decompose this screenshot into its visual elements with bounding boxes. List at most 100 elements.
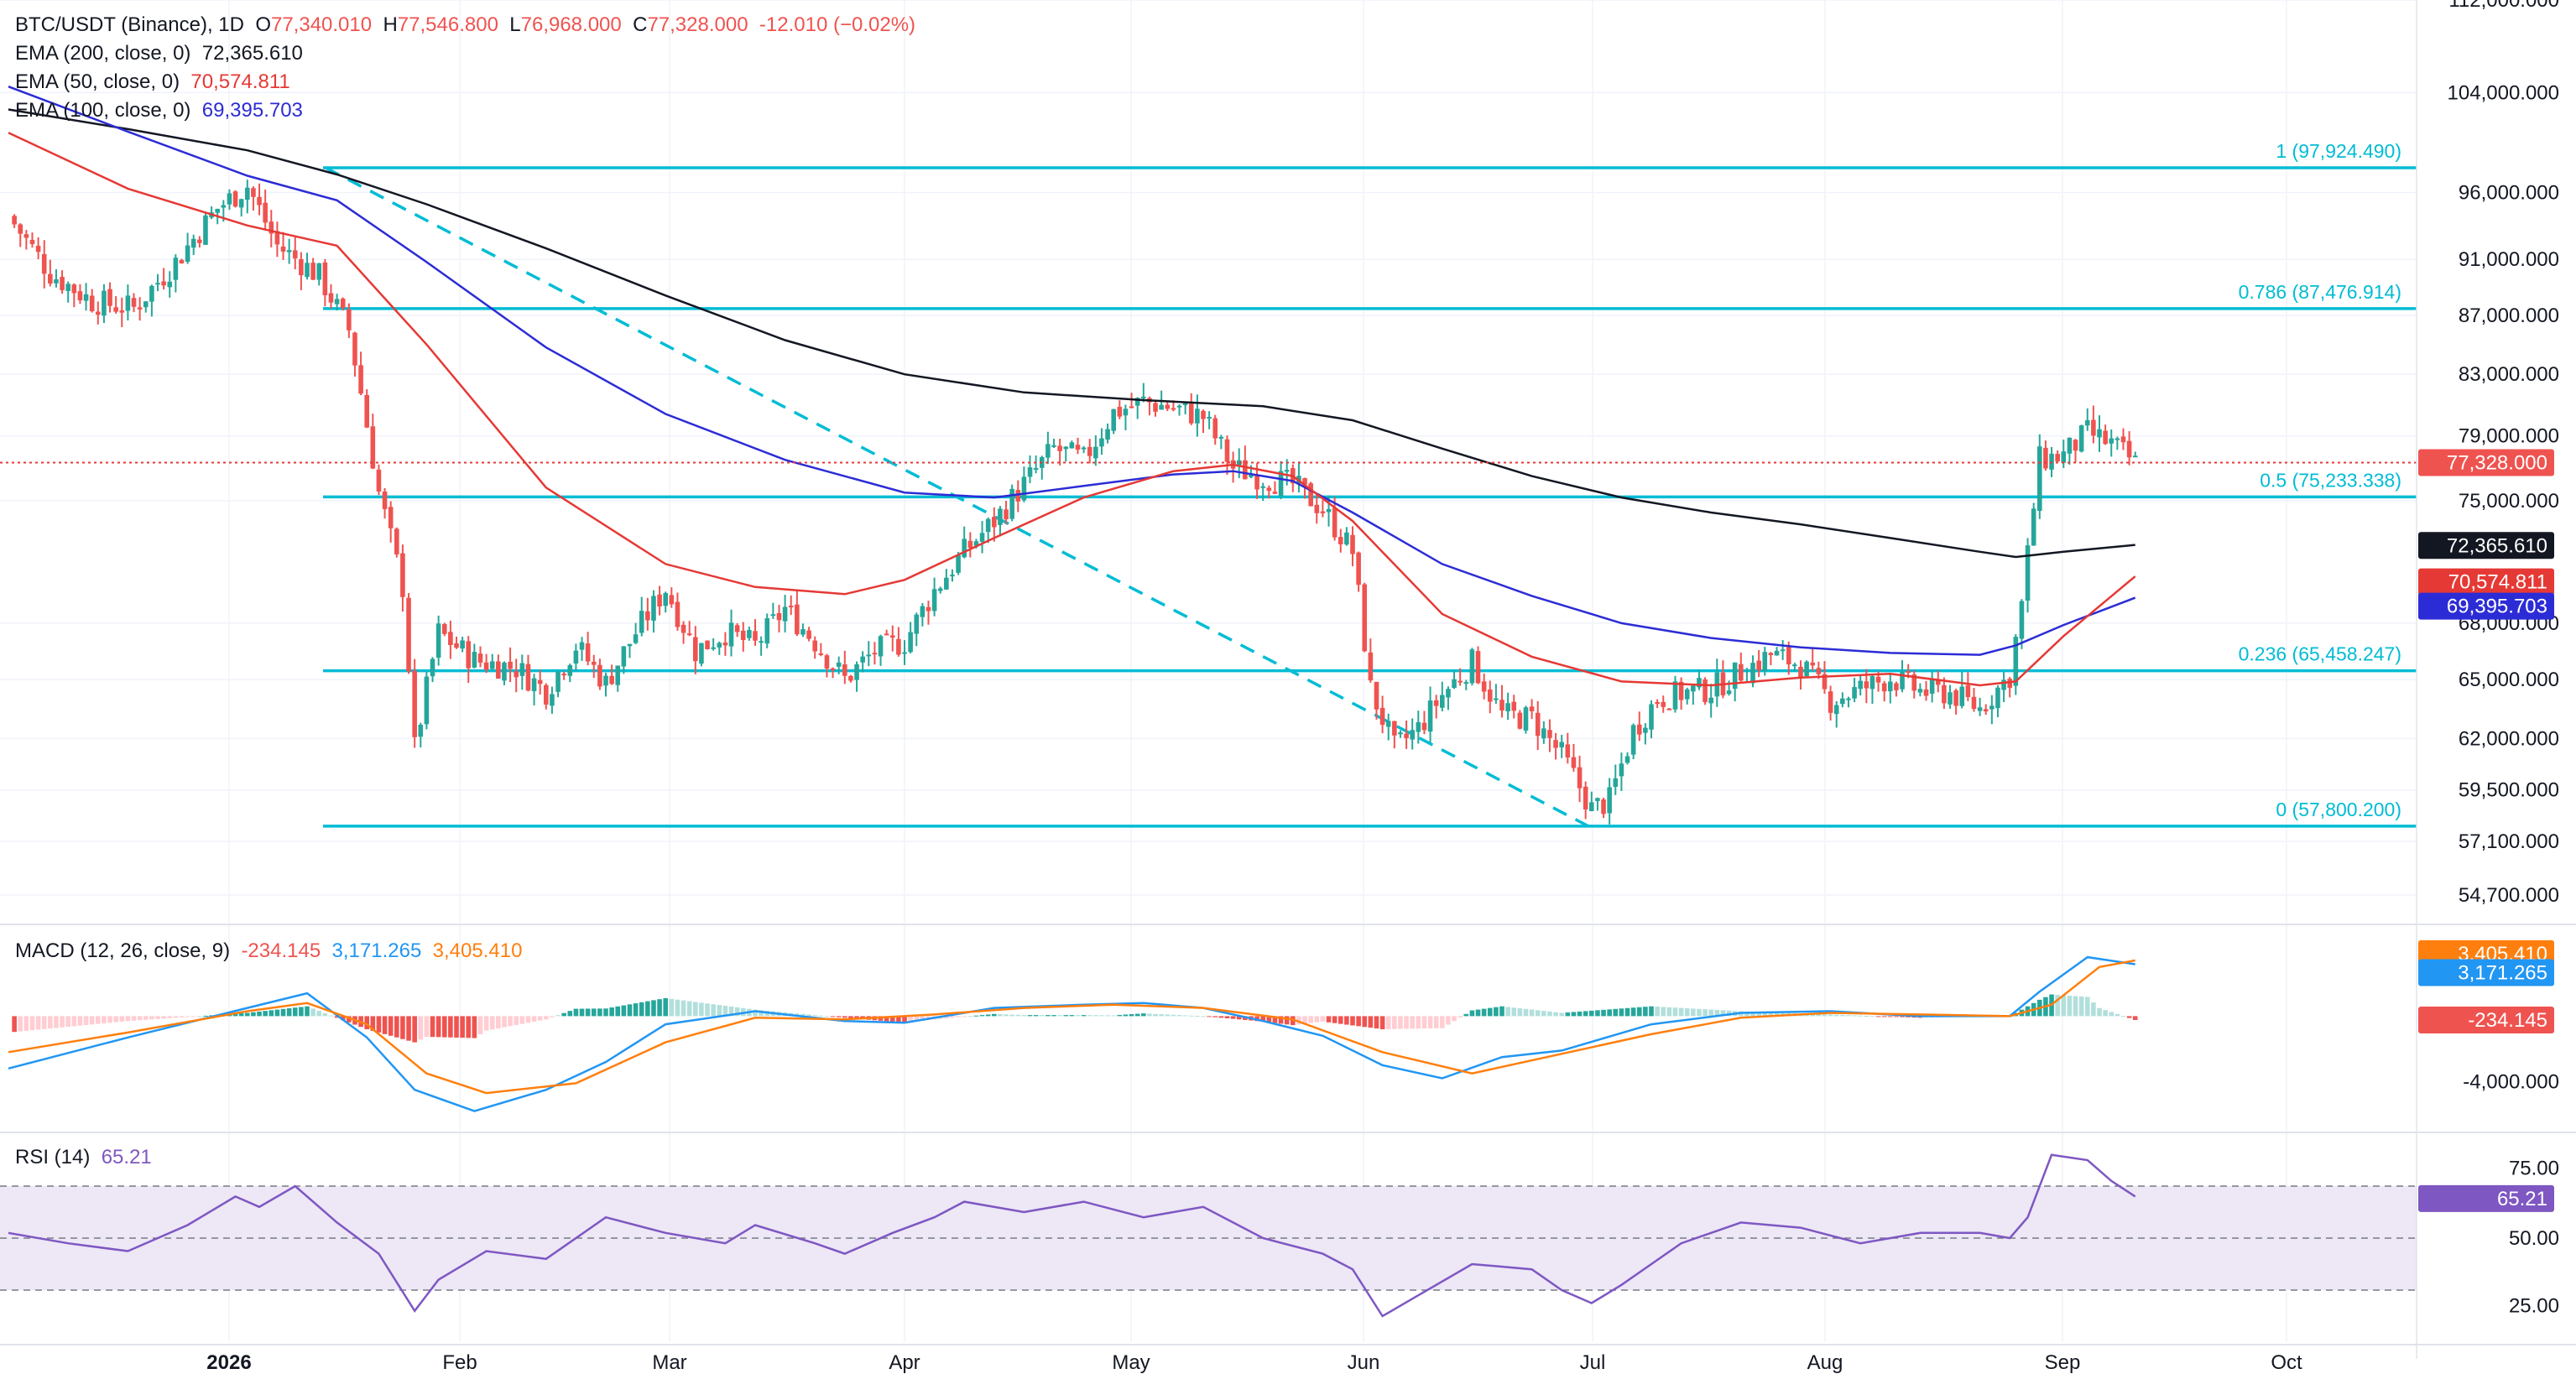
macd-bar — [627, 1004, 633, 1017]
candle-body — [2115, 438, 2120, 440]
fib-level-label: 0.5 (75,233.338) — [2260, 469, 2401, 491]
macd-bar — [1027, 1015, 1033, 1017]
candle-body — [1565, 744, 1571, 757]
macd-bar — [1457, 1016, 1463, 1018]
candle-body — [627, 643, 633, 647]
candle-body — [1977, 707, 1983, 711]
candle-body — [615, 665, 621, 685]
macd-bar — [1410, 1016, 1415, 1029]
candle-body — [699, 643, 704, 664]
macd-bar — [1338, 1016, 1343, 1024]
macd-bar — [2132, 1016, 2138, 1020]
macd-bar — [483, 1016, 489, 1031]
macd-bar — [1039, 1015, 1045, 1017]
rsi-legend[interactable]: RSI (14) 65.21 — [15, 1146, 152, 1169]
macd-bar — [190, 1016, 196, 1017]
macd-bar — [824, 1016, 830, 1017]
rsi-legend-value: 65.21 — [101, 1146, 152, 1168]
candle-body — [502, 662, 507, 681]
macd-bar — [113, 1016, 118, 1023]
macd-bar — [1494, 1007, 1499, 1017]
macd-bar — [555, 1015, 561, 1017]
macd-bar — [418, 1016, 424, 1040]
time-tick-label: Apr — [889, 1351, 920, 1374]
ema200-legend[interactable]: EMA (200, close, 0) 72,365.610 — [15, 42, 303, 65]
macd-legend[interactable]: MACD (12, 26, close, 9) -234.145 3,171.2… — [15, 939, 522, 963]
candle-body — [555, 671, 561, 692]
macd-bar — [889, 1016, 895, 1023]
candle-body — [1284, 470, 1290, 472]
macd-bar — [944, 1016, 949, 1018]
macd-bar — [12, 1016, 17, 1033]
macd-bar — [603, 1008, 608, 1017]
macd-bar — [1153, 1013, 1158, 1017]
candle-body — [496, 661, 501, 679]
macd-bar — [615, 1006, 621, 1017]
macd-bar — [35, 1016, 41, 1030]
macd-bar — [179, 1016, 185, 1017]
candle-body — [1906, 671, 1911, 674]
candle-body — [1869, 676, 1875, 690]
candle-body — [89, 295, 95, 312]
macd-bar — [800, 1013, 806, 1017]
candle-body — [1433, 700, 1439, 706]
candle-body — [215, 208, 220, 213]
candle-body — [537, 679, 543, 684]
candle-body — [1505, 703, 1510, 712]
candle-body — [1416, 721, 1421, 732]
candle-body — [1236, 460, 1242, 467]
candle-body — [1063, 446, 1069, 450]
macd-bar — [2091, 1002, 2096, 1017]
macd-bar — [328, 1015, 334, 1017]
candle-body — [544, 684, 549, 705]
macd-bar — [1009, 1014, 1014, 1017]
macd-signal-value: 3,405.410 — [432, 939, 523, 962]
candle-body — [310, 263, 315, 280]
macd-bar — [1416, 1016, 1421, 1029]
low-value: 76,968.000 — [520, 13, 622, 36]
time-axis[interactable]: 2026 Feb Mar Apr May Jun Jul Aug Sep Oct — [206, 1351, 2302, 1374]
time-tick-label: Sep — [2045, 1351, 2081, 1374]
macd-bar — [686, 1001, 692, 1017]
macd-bar — [728, 1006, 734, 1017]
candle-body — [1852, 687, 1857, 699]
candle-body — [878, 636, 884, 657]
macd-bar — [370, 1016, 376, 1031]
macd-bar — [1326, 1016, 1332, 1023]
macd-bar — [496, 1016, 501, 1028]
high-value: 77,546.800 — [397, 13, 498, 36]
macd-bar — [1075, 1015, 1081, 1017]
candle-body — [448, 632, 453, 645]
candle-body — [1021, 476, 1027, 501]
candle-body — [1595, 798, 1600, 802]
candle-body — [585, 643, 591, 662]
candle-body — [358, 365, 363, 394]
candle-body — [1762, 652, 1768, 672]
candle-body — [597, 664, 602, 687]
candle-body — [1697, 678, 1702, 688]
macd-bar — [1589, 1010, 1594, 1017]
ema50-legend[interactable]: EMA (50, close, 0) 70,574.811 — [15, 70, 290, 94]
candle-body — [1243, 460, 1248, 480]
candle-body — [412, 670, 417, 737]
macd-bar — [1499, 1006, 1504, 1017]
candle-body — [1756, 660, 1761, 670]
macd-bar — [1505, 1007, 1510, 1017]
candle-body — [155, 283, 160, 285]
macd-bar — [1828, 1014, 1833, 1017]
macd-bar — [806, 1014, 811, 1017]
macd-bar — [514, 1016, 519, 1025]
macd-bar — [1888, 1016, 1893, 1017]
candle-body — [185, 245, 190, 263]
price-axis[interactable]: 112,000.000 104,000.000 96,000.000 91,000.0… — [2416, 0, 2559, 1359]
candle-body — [274, 231, 280, 245]
macd-bar — [1296, 1016, 1301, 1025]
candle-body — [956, 554, 961, 573]
ema100-legend[interactable]: EMA (100, close, 0) 69,395.703 — [15, 99, 303, 122]
candle-body — [573, 650, 579, 664]
macd-bar — [2097, 1007, 2102, 1017]
pane-separators — [0, 924, 2576, 1345]
macd-bar — [18, 1016, 23, 1032]
macd-bar — [1057, 1015, 1062, 1017]
